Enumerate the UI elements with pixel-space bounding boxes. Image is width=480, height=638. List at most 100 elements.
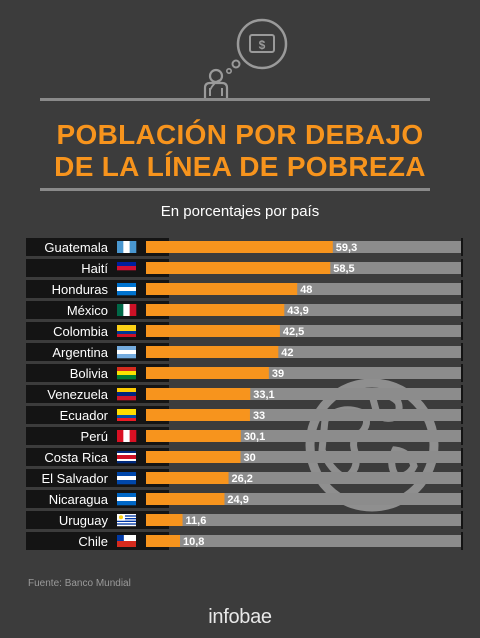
nicaragua-flag-icon	[117, 493, 136, 506]
chart-subtitle: En porcentajes por país	[160, 203, 320, 220]
argentina-flag-icon	[117, 346, 136, 359]
bar	[146, 514, 183, 526]
bar-end-cap	[461, 511, 463, 529]
title-line-2: DE LA LÍNEA DE POBREZA	[54, 151, 426, 182]
bar-end-cap	[461, 385, 463, 403]
value-label: 26,2	[232, 473, 253, 485]
bar	[146, 493, 225, 505]
value-label: 39	[272, 368, 284, 380]
value-label: 59,3	[336, 242, 357, 254]
bar-end-cap	[461, 448, 463, 466]
value-label: 42,5	[283, 326, 304, 338]
costa-rica-flag-icon	[117, 451, 136, 464]
venezuela-flag-icon	[117, 388, 136, 401]
bar	[146, 430, 241, 442]
bar-end-cap	[461, 259, 463, 277]
category-label: México	[67, 303, 108, 318]
bolivia-flag-icon	[117, 367, 136, 380]
bar-row: Uruguay 11,6	[26, 511, 463, 529]
bar-row: Argentina 42	[26, 343, 463, 361]
category-label: Costa Rica	[44, 450, 108, 465]
guatemala-flag-icon	[117, 241, 137, 253]
chile-flag-icon	[117, 535, 136, 547]
category-label: Nicaragua	[49, 492, 109, 507]
value-label: 24,9	[227, 494, 248, 506]
bar	[146, 472, 229, 484]
bar-row: Honduras 48	[26, 280, 463, 298]
bar	[146, 283, 298, 295]
bar-end-cap	[461, 490, 463, 508]
category-label: Chile	[78, 534, 108, 549]
haiti-flag-icon	[117, 262, 136, 271]
honduras-flag-icon	[117, 283, 136, 296]
svg-text:$: $	[259, 38, 266, 52]
value-label: 33	[253, 410, 265, 422]
value-label: 30,1	[244, 431, 265, 443]
bar-end-cap	[461, 469, 463, 487]
bar-row: México 43,9	[26, 301, 463, 319]
bar-row: Chile 10,8	[26, 532, 463, 550]
value-label: 10,8	[183, 536, 204, 548]
value-label: 43,9	[287, 305, 308, 317]
bar-row: Ecuador 33	[26, 406, 463, 424]
category-label: Guatemala	[44, 240, 108, 255]
bar-row: Costa Rica 30	[26, 448, 463, 466]
globe-icon	[305, 378, 439, 512]
bar	[146, 304, 285, 316]
source-note: Fuente: Banco Mundial	[28, 578, 131, 589]
bar-row: El Salvador 26,2	[26, 469, 463, 487]
bar-row: Nicaragua 24,9	[26, 490, 463, 508]
category-label: Uruguay	[59, 513, 109, 528]
title-divider	[40, 188, 430, 191]
category-label: El Salvador	[42, 471, 109, 486]
value-label: 58,5	[333, 263, 354, 275]
bar-end-cap	[461, 427, 463, 445]
header-illustration: $	[203, 18, 288, 98]
category-label: Haití	[81, 261, 108, 276]
value-label: 11,6	[186, 515, 207, 527]
category-label: Argentina	[52, 345, 108, 360]
category-label: Perú	[81, 429, 108, 444]
bar-end-cap	[461, 364, 463, 382]
bar	[146, 535, 181, 547]
bar-row: Bolivia 39	[26, 364, 463, 382]
bar-track	[146, 514, 461, 526]
bar-end-cap	[461, 532, 463, 550]
infobae-logo: infobae	[208, 606, 272, 628]
bar-end-cap	[461, 238, 463, 256]
bar-end-cap	[461, 280, 463, 298]
bar	[146, 367, 269, 379]
bar-row: Haití 58,5	[26, 259, 463, 277]
bar	[146, 409, 250, 421]
bar-chart: Guatemala 59,3 Haití 58,5 Honduras 48 México 43…	[26, 238, 463, 550]
bar-row: Perú 30,1	[26, 427, 463, 445]
category-label: Ecuador	[60, 408, 109, 423]
category-label: Venezuela	[47, 387, 108, 402]
bar	[146, 346, 279, 358]
value-label: 30	[244, 452, 256, 464]
bar-track	[146, 493, 461, 505]
category-label: Bolivia	[70, 366, 109, 381]
mexico-flag-icon	[117, 304, 137, 316]
uruguay-flag-icon	[117, 514, 136, 527]
peru-flag-icon	[117, 430, 137, 442]
bar	[146, 241, 333, 253]
value-label: 48	[300, 284, 312, 296]
bar-track	[146, 535, 461, 547]
ecuador-flag-icon	[117, 409, 136, 421]
category-label: Colombia	[53, 324, 109, 339]
bar	[146, 325, 280, 337]
bar-row: Venezuela 33,1	[26, 385, 463, 403]
bar-end-cap	[461, 343, 463, 361]
value-label: 42	[281, 347, 293, 359]
top-divider	[40, 98, 430, 101]
bar-row: Colombia 42,5	[26, 322, 463, 340]
category-label: Honduras	[52, 282, 109, 297]
bar-end-cap	[461, 322, 463, 340]
value-label: 33,1	[253, 389, 274, 401]
colombia-flag-icon	[117, 325, 136, 337]
bar-end-cap	[461, 406, 463, 424]
person-thinking-icon	[203, 68, 229, 98]
bar-end-cap	[461, 301, 463, 319]
bar-row: Guatemala 59,3	[26, 238, 463, 256]
